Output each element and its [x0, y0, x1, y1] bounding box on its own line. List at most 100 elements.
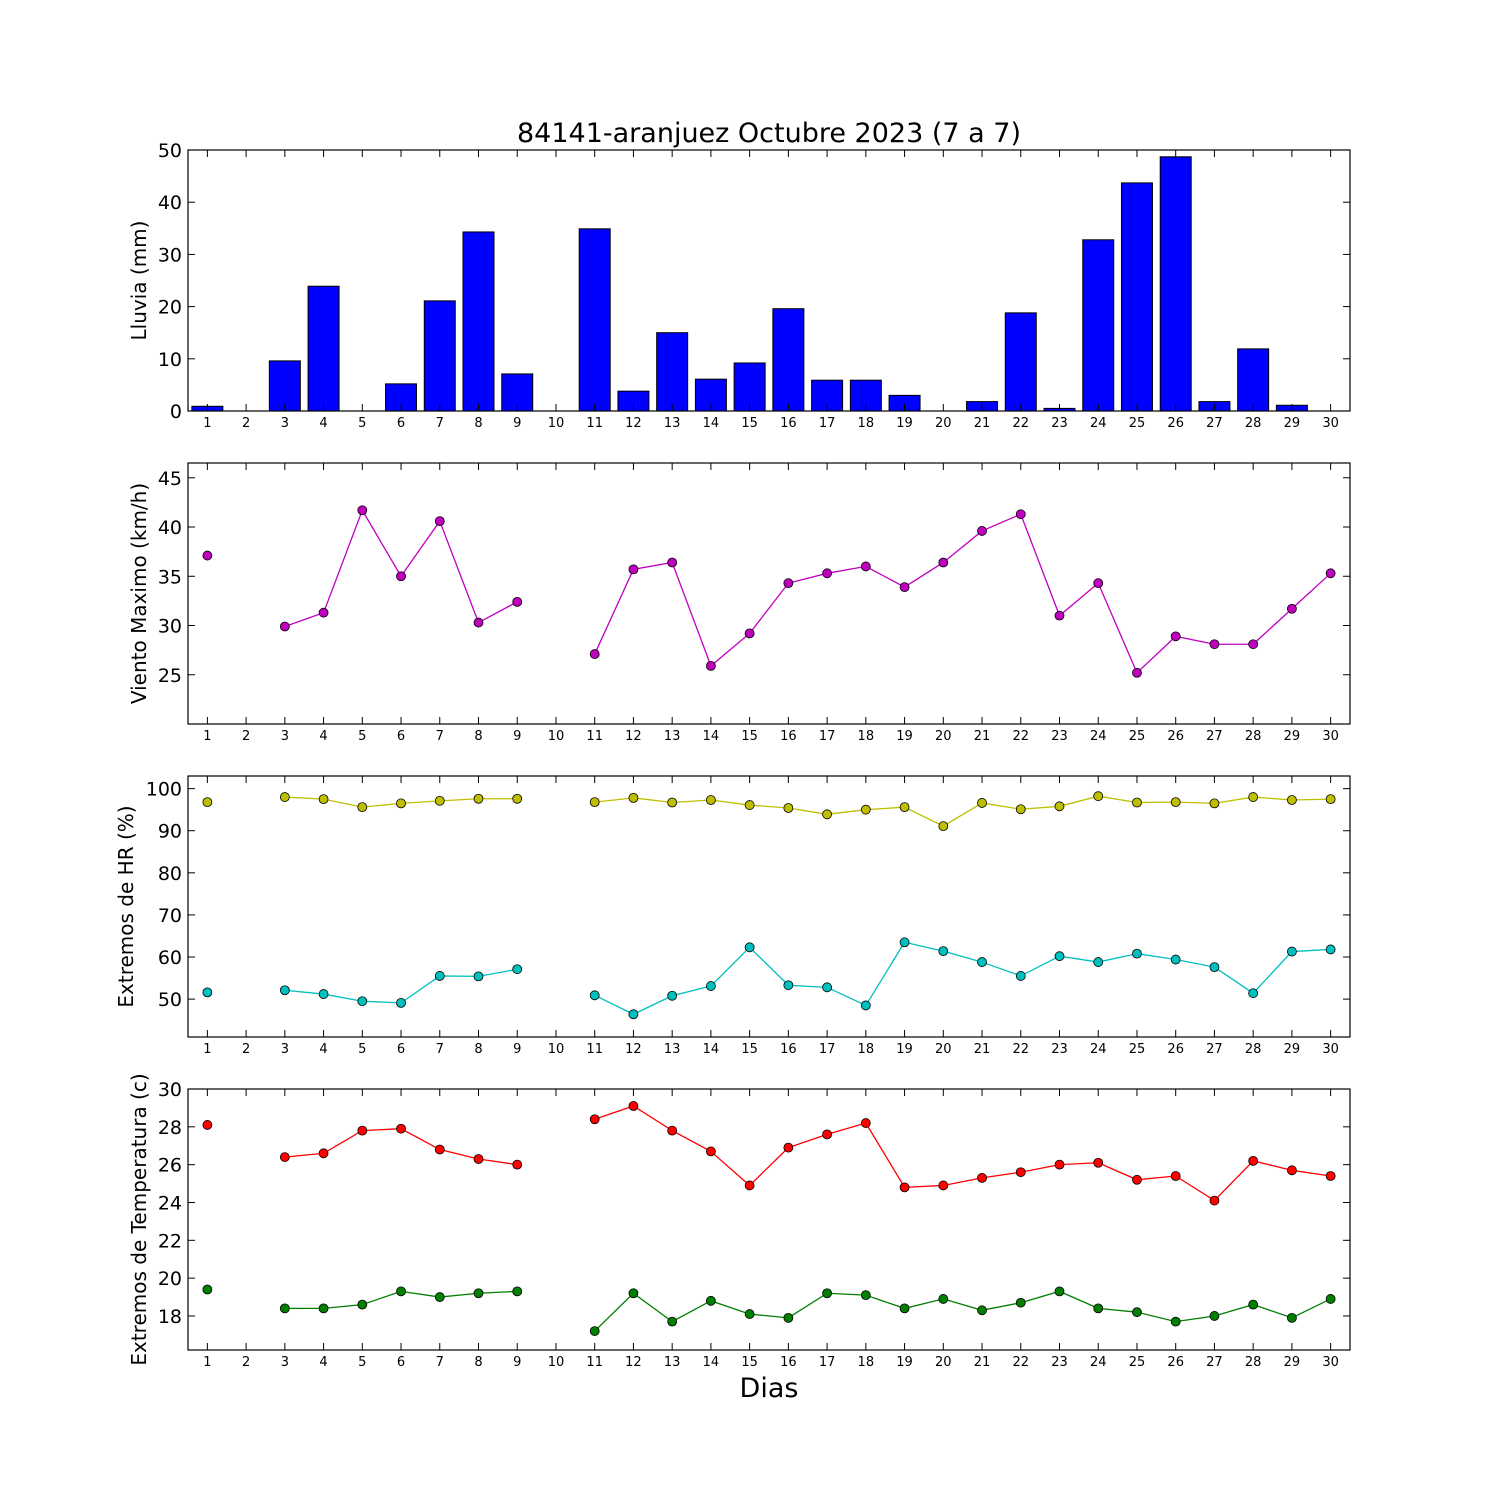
- temperatura-series-1-point-day-18: [860, 1118, 871, 1128]
- humedad-series-1-point-day-13: [667, 797, 678, 808]
- humedad-y-tick-label: 70: [158, 905, 182, 927]
- temperatura-y-tick-label: 24: [158, 1192, 182, 1214]
- temperatura-series-2-line: [594, 1290, 1331, 1332]
- temperatura-series-2-point-day-16: [783, 1312, 794, 1323]
- temperatura-series-2-point-day-27: [1209, 1311, 1220, 1321]
- humedad-series-1-point-day-7: [434, 795, 445, 806]
- viento-x-tick-label: 7: [436, 729, 444, 744]
- humedad-x-tick-label: 15: [741, 1042, 758, 1057]
- humedad-x-tick-label: 23: [1051, 1042, 1068, 1057]
- temperatura-series-1-point-day-14: [706, 1146, 716, 1157]
- temperatura-series-2-point-day-26: [1170, 1316, 1181, 1327]
- lluvia-y-tick-label: 40: [158, 192, 182, 214]
- humedad-x-tick-label: 20: [935, 1042, 952, 1057]
- temperatura-x-tick-label: 18: [858, 1355, 875, 1370]
- temperatura-series-1-point-day-4: [318, 1148, 329, 1159]
- viento-x-tick-label: 15: [741, 729, 758, 744]
- humedad-series-2-point-day-28: [1248, 988, 1259, 999]
- viento-x-tick-label: 8: [474, 729, 482, 744]
- humedad-series-2-point-day-24: [1093, 957, 1104, 967]
- lluvia-x-tick-label: 19: [896, 416, 913, 431]
- temperatura-series-1-point-day-11: [589, 1114, 600, 1125]
- humedad-x-tick-label: 11: [586, 1042, 603, 1057]
- humedad-series-2-point-day-30: [1325, 944, 1336, 955]
- temperatura-plot-frame: [187, 1088, 1351, 1351]
- lluvia-plot-frame: [187, 149, 1351, 412]
- humedad-series-2-point-day-25: [1132, 948, 1142, 959]
- lluvia-x-tick-label: 18: [858, 416, 875, 431]
- humedad-series-1-point-day-24: [1093, 791, 1104, 802]
- viento-x-tick-label: 6: [397, 729, 405, 744]
- humedad-series-1-point-day-17: [822, 809, 832, 820]
- temperatura-x-tick-label: 3: [281, 1355, 289, 1370]
- humedad-y-tick-label: 100: [146, 779, 182, 801]
- temperatura-x-tick-label: 14: [703, 1355, 720, 1370]
- viento-series-1-point-day-6: [396, 571, 406, 582]
- humedad-series-2-point-day-18: [860, 1000, 871, 1011]
- temperatura-series-1-point-day-23: [1054, 1159, 1065, 1170]
- viento-series-1-point-day-5: [357, 505, 368, 516]
- temperatura-x-tick-label: 28: [1245, 1355, 1262, 1370]
- lluvia-panel: 1 2 3 4 5 6 7 8 9 10 11 12 13 14 15 16 17 18 19 20 21 22 23 24 2…: [127, 140, 1351, 431]
- viento-x-tick-label: 26: [1167, 729, 1184, 744]
- lluvia-x-tick-label: 11: [586, 416, 603, 431]
- viento-x-tick-label: 11: [586, 729, 603, 744]
- temperatura-series-1-point-day-12: [628, 1101, 639, 1111]
- temperatura-series-1-point-day-24: [1093, 1157, 1104, 1168]
- temperatura-series-2-point-day-25: [1132, 1307, 1142, 1318]
- humedad-x-tick-label: 14: [703, 1042, 720, 1057]
- lluvia-x-tick-label: 17: [819, 416, 836, 431]
- viento-x-tick-label: 17: [819, 729, 836, 744]
- viento-x-tick-label: 2: [242, 729, 250, 744]
- viento-y-tick-label: 35: [158, 566, 182, 588]
- temperatura-x-tick-label: 26: [1167, 1355, 1184, 1370]
- humedad-series-1-point-day-11: [589, 797, 600, 807]
- temperatura-series-2-point-day-21: [977, 1305, 987, 1316]
- lluvia-x-tick-label: 14: [703, 416, 720, 431]
- lluvia-x-tick-label: 13: [664, 416, 681, 431]
- temperatura-x-tick-label: 2: [242, 1355, 250, 1370]
- lluvia-y-axis-label: Lluvia (mm): [127, 221, 151, 341]
- viento-series-1-point-day-11: [589, 649, 600, 659]
- lluvia-bar-day-3: [268, 360, 301, 412]
- humedad-y-tick-label: 80: [158, 863, 182, 885]
- humedad-x-tick-label: 28: [1245, 1042, 1262, 1057]
- viento-y-tick-label: 45: [158, 468, 182, 490]
- lluvia-y-tick-label: 30: [158, 244, 182, 266]
- lluvia-bar-day-22: [1004, 312, 1037, 412]
- viento-series-1-point-day-13: [667, 557, 678, 568]
- temperatura-series-1-point-day-5: [357, 1125, 368, 1136]
- lluvia-x-tick-label: 20: [935, 416, 952, 431]
- humedad-x-tick-label: 10: [548, 1042, 565, 1057]
- temperatura-series-1-point-day-7: [434, 1144, 445, 1155]
- viento-series-1-point-day-30: [1325, 568, 1336, 579]
- temperatura-series-2-point-day-15: [744, 1309, 755, 1319]
- humedad-x-tick-label: 13: [664, 1042, 681, 1057]
- viento-series-1-point-day-22: [1015, 509, 1026, 520]
- humedad-x-tick-label: 21: [974, 1042, 991, 1057]
- lluvia-x-tick-label: 9: [513, 416, 521, 431]
- temperatura-x-tick-label: 19: [896, 1355, 913, 1370]
- temperatura-y-tick-label: 22: [158, 1230, 182, 1252]
- humedad-x-tick-label: 24: [1090, 1042, 1107, 1057]
- lluvia-bar-day-28: [1237, 348, 1270, 412]
- temperatura-x-tick-label: 21: [974, 1355, 991, 1370]
- viento-series-1-line: [594, 513, 1332, 674]
- viento-x-tick-label: 27: [1206, 729, 1223, 744]
- viento-x-tick-label: 13: [664, 729, 681, 744]
- temperatura-series-1-point-day-3: [279, 1152, 290, 1162]
- lluvia-bar-day-13: [656, 332, 689, 412]
- humedad-series-2-point-day-13: [667, 990, 678, 1001]
- humedad-series-1-point-day-27: [1209, 798, 1220, 809]
- viento-series-1-point-day-9: [512, 596, 523, 607]
- humedad-series-1-point-day-15: [744, 800, 755, 810]
- humedad-panel: 1 2 3 4 5 6 7 8 9 10 11 12 13 14 15 16 17 18 19 20 21 22 23 24 2…: [114, 775, 1351, 1057]
- humedad-series-2-point-day-17: [822, 982, 832, 993]
- temperatura-series-2-point-day-20: [938, 1294, 949, 1304]
- lluvia-x-tick-label: 24: [1090, 416, 1107, 431]
- viento-series-1-point-day-12: [628, 564, 639, 575]
- temperatura-series-1-point-day-9: [512, 1159, 523, 1170]
- humedad-series-1-point-day-3: [279, 792, 290, 802]
- humedad-x-tick-label: 9: [513, 1042, 521, 1057]
- viento-series-1-point-day-25: [1132, 667, 1142, 678]
